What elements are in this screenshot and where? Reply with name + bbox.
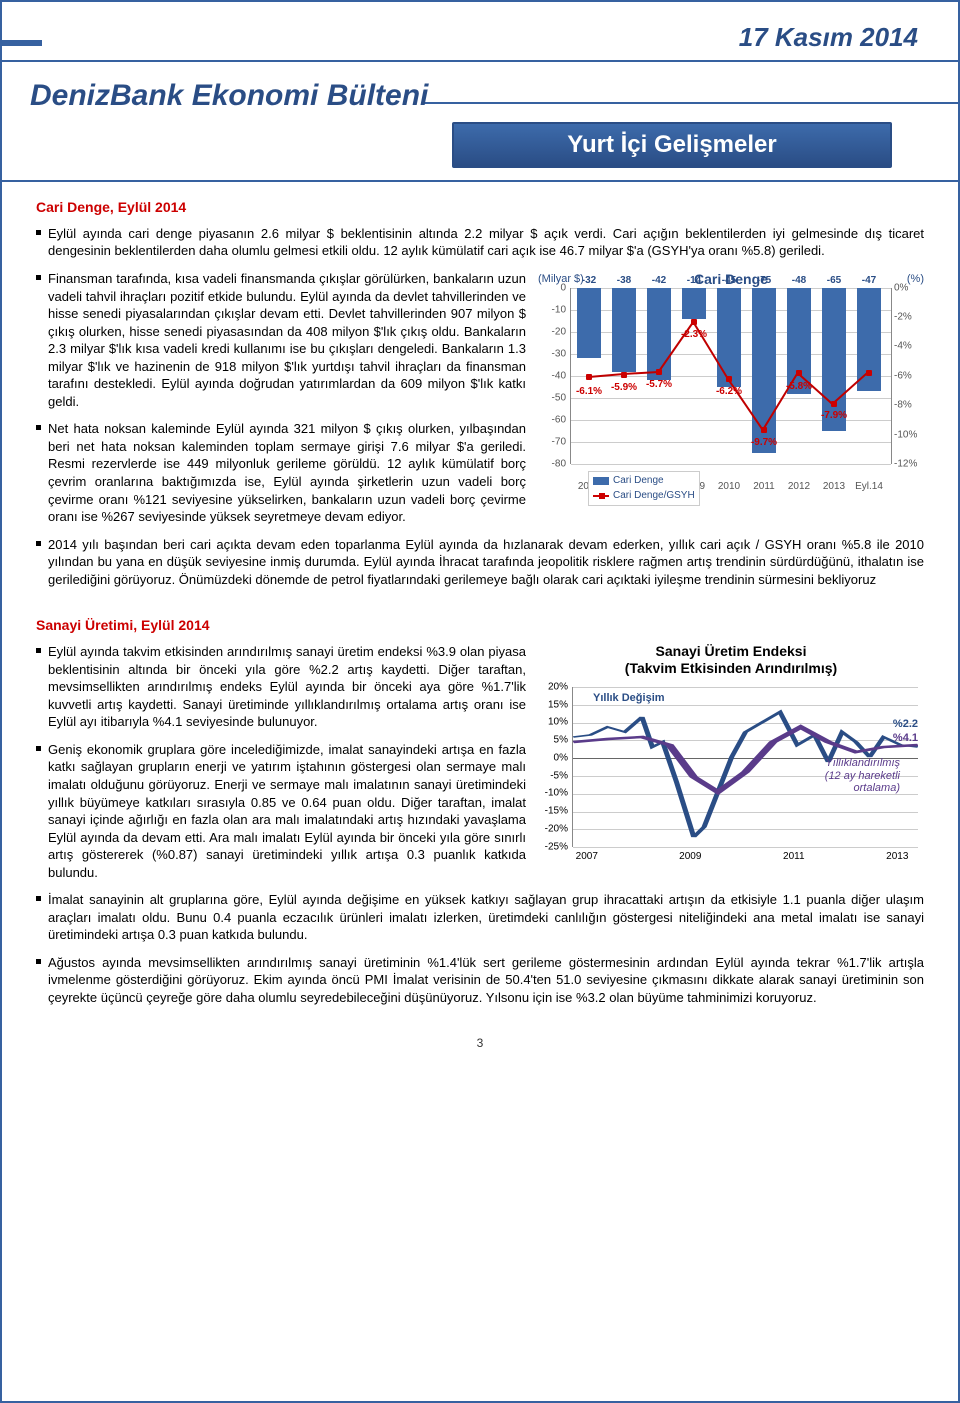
- line-value: -6.2%: [716, 385, 742, 399]
- tick: -4%: [894, 339, 924, 353]
- tick: 0: [538, 281, 566, 295]
- page-header: 17 Kasım 2014 DenizBank Ekonomi Bülteni …: [2, 2, 958, 182]
- line-value: -5.7%: [646, 378, 672, 392]
- line-value: -5.9%: [611, 381, 637, 395]
- section1-heading: Cari Denge, Eylül 2014: [36, 198, 924, 217]
- header-rule-1: [2, 60, 958, 62]
- document-date: 17 Kasım 2014: [739, 20, 918, 55]
- content-area: Cari Denge, Eylül 2014 Eylül ayında cari…: [2, 182, 958, 1027]
- chart2-title: Sanayi Üretim Endeksi (Takvim Etkisinden…: [538, 643, 924, 677]
- bullet-text: 2014 yılı başından beri cari açıkta deva…: [36, 536, 924, 589]
- header-accent-bar: [2, 40, 42, 46]
- section2-list: Sanayi Üretim Endeksi (Takvim Etkisinden…: [36, 643, 924, 1016]
- bullet-text: Ağustos ayında mevsimsellikten arındırıl…: [36, 954, 924, 1007]
- tick: -2%: [894, 310, 924, 324]
- header-rule-2: [422, 102, 958, 104]
- section1-list: Eylül ayında cari denge piyasanın 2.6 mi…: [36, 225, 924, 598]
- tick: 15%: [538, 698, 568, 712]
- line-value: -2.3%: [681, 328, 707, 342]
- bullet-text: İmalat sanayinin alt gruplarına göre, Ey…: [36, 891, 924, 944]
- page: 17 Kasım 2014 DenizBank Ekonomi Bülteni …: [0, 0, 960, 1403]
- tick: -6%: [894, 369, 924, 383]
- tick: -8%: [894, 398, 924, 412]
- bullet-text: Eylül ayında cari denge piyasanın 2.6 mi…: [36, 225, 924, 260]
- chart2-series-label-blue: Yıllık Değişim: [593, 691, 665, 706]
- tick: 20%: [538, 680, 568, 694]
- line-value: -5.8%: [786, 380, 812, 394]
- tick: 10%: [538, 715, 568, 729]
- section2-heading: Sanayi Üretimi, Eylül 2014: [36, 616, 924, 635]
- tick: -50: [538, 391, 566, 405]
- bullet-text: Sanayi Üretim Endeksi (Takvim Etkisinden…: [36, 643, 924, 731]
- bullet-text: Cari Denge (Milyar $) (%) 0 -10 -20 -30 …: [36, 270, 924, 410]
- document-title: DenizBank Ekonomi Bülteni: [30, 76, 428, 117]
- section-banner: Yurt İçi Gelişmeler: [452, 122, 892, 168]
- line-value: -6.1%: [576, 385, 602, 399]
- tick: 0%: [894, 281, 924, 295]
- chart2-end-value-blue: %2.2: [893, 717, 918, 732]
- tick: -20: [538, 325, 566, 339]
- tick: -40: [538, 369, 566, 383]
- bullet-text: Net hata noksan kaleminde Eylül ayında 3…: [36, 420, 924, 525]
- bullet-text: Geniş ekonomik gruplara göre incelediğim…: [36, 741, 924, 881]
- tick: -30: [538, 347, 566, 361]
- page-number: 3: [2, 1027, 958, 1057]
- tick: -10: [538, 303, 566, 317]
